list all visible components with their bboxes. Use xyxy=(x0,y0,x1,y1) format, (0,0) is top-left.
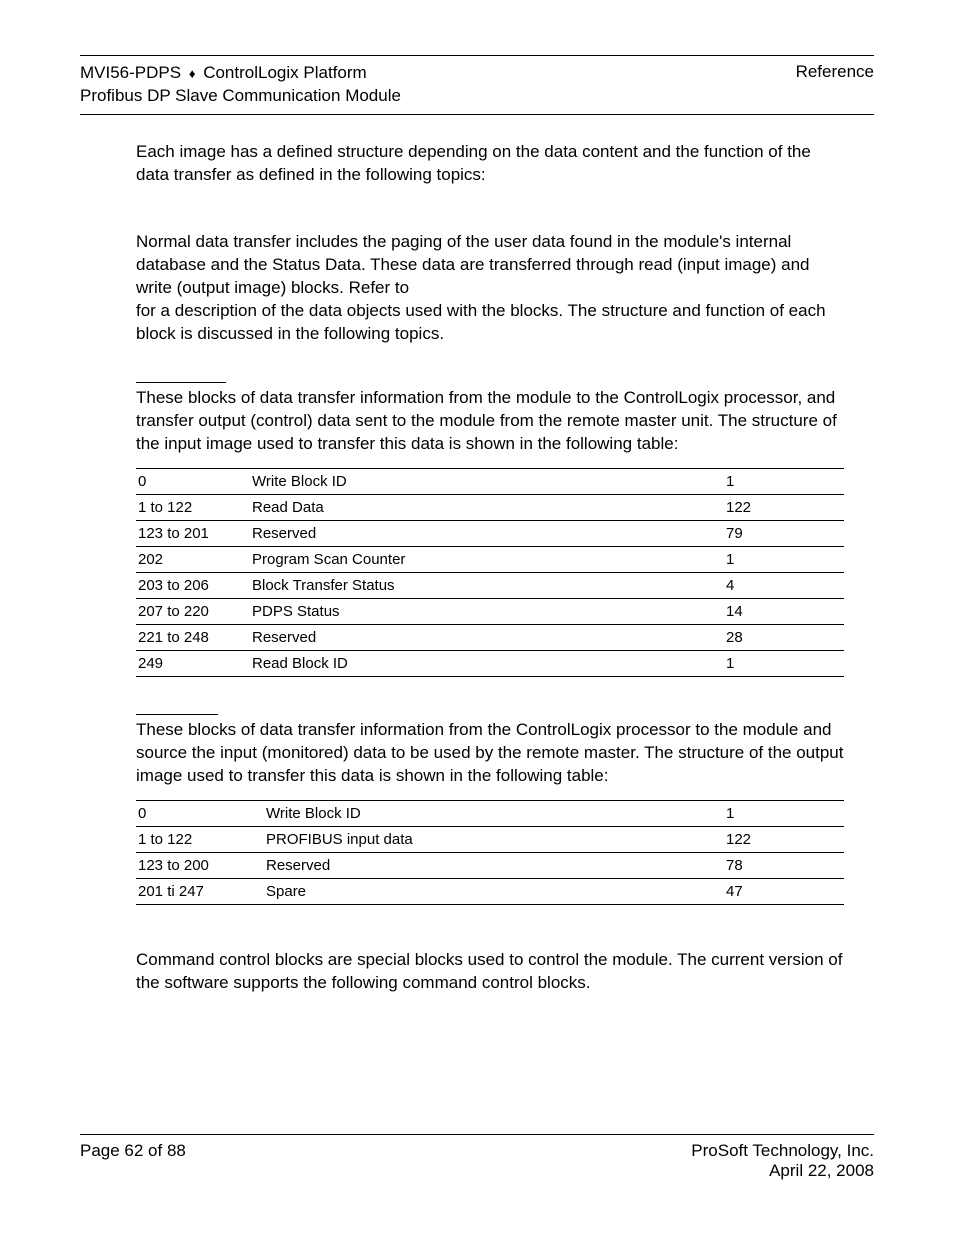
cell-offset: 1 to 122 xyxy=(136,495,250,521)
cell-description: Reserved xyxy=(250,521,724,547)
cell-offset: 249 xyxy=(136,651,250,677)
cell-length: 1 xyxy=(724,801,844,827)
cell-length: 4 xyxy=(724,573,844,599)
page-content: Each image has a defined structure depen… xyxy=(80,141,874,995)
cell-offset: 201 ti 247 xyxy=(136,879,264,905)
read-block-paragraph: These blocks of data transfer informatio… xyxy=(136,387,844,456)
cell-length: 1 xyxy=(724,547,844,573)
cell-description: Block Transfer Status xyxy=(250,573,724,599)
footer-page-number: Page 62 of 88 xyxy=(80,1141,186,1161)
read-block-heading-rule xyxy=(136,365,226,383)
cell-offset: 123 to 200 xyxy=(136,853,264,879)
cell-description: Reserved xyxy=(250,625,724,651)
header-section: Reference xyxy=(796,62,874,82)
cell-description: Write Block ID xyxy=(264,801,724,827)
table-row: 221 to 248Reserved28 xyxy=(136,625,844,651)
read-block-table: 0Write Block ID11 to 122Read Data122123 … xyxy=(136,468,844,677)
cell-description: Write Block ID xyxy=(250,469,724,495)
intro-paragraph: Each image has a defined structure depen… xyxy=(136,141,844,187)
header-product: MVI56-PDPS xyxy=(80,63,181,82)
footer-company: ProSoft Technology, Inc. April 22, 2008 xyxy=(691,1141,874,1181)
cell-offset: 0 xyxy=(136,469,250,495)
cell-offset: 123 to 201 xyxy=(136,521,250,547)
table-row: 123 to 201Reserved79 xyxy=(136,521,844,547)
header-left: MVI56-PDPS ♦ ControlLogix Platform Profi… xyxy=(80,62,401,108)
header-platform: ControlLogix Platform xyxy=(203,63,366,82)
cell-length: 14 xyxy=(724,599,844,625)
cell-length: 78 xyxy=(724,853,844,879)
table-row: 0Write Block ID1 xyxy=(136,469,844,495)
write-block-heading-rule xyxy=(136,697,218,715)
cell-length: 1 xyxy=(724,651,844,677)
cell-description: Read Block ID xyxy=(250,651,724,677)
table-row: 123 to 200Reserved78 xyxy=(136,853,844,879)
cell-description: Read Data xyxy=(250,495,724,521)
write-block-paragraph: These blocks of data transfer informatio… xyxy=(136,719,844,788)
cell-length: 79 xyxy=(724,521,844,547)
write-block-table: 0Write Block ID11 to 122PROFIBUS input d… xyxy=(136,800,844,905)
table-row: 1 to 122PROFIBUS input data122 xyxy=(136,827,844,853)
cell-offset: 202 xyxy=(136,547,250,573)
header-subtitle: Profibus DP Slave Communication Module xyxy=(80,86,401,105)
cell-description: Program Scan Counter xyxy=(250,547,724,573)
cell-length: 47 xyxy=(724,879,844,905)
table-row: 203 to 206Block Transfer Status4 xyxy=(136,573,844,599)
diamond-icon: ♦ xyxy=(189,65,196,83)
cell-offset: 203 to 206 xyxy=(136,573,250,599)
cell-length: 1 xyxy=(724,469,844,495)
footer-date: April 22, 2008 xyxy=(769,1161,874,1180)
table-row: 1 to 122Read Data122 xyxy=(136,495,844,521)
table-row: 202Program Scan Counter1 xyxy=(136,547,844,573)
cell-description: Reserved xyxy=(264,853,724,879)
cell-length: 122 xyxy=(724,827,844,853)
table-row: 0Write Block ID1 xyxy=(136,801,844,827)
cell-offset: 207 to 220 xyxy=(136,599,250,625)
page-header: MVI56-PDPS ♦ ControlLogix Platform Profi… xyxy=(80,55,874,115)
cell-description: PDPS Status xyxy=(250,599,724,625)
cell-length: 122 xyxy=(724,495,844,521)
table-row: 207 to 220PDPS Status14 xyxy=(136,599,844,625)
command-control-paragraph: Command control blocks are special block… xyxy=(136,949,844,995)
table-row: 201 ti 247Spare47 xyxy=(136,879,844,905)
cell-description: Spare xyxy=(264,879,724,905)
page-footer: Page 62 of 88 ProSoft Technology, Inc. A… xyxy=(80,1134,874,1187)
footer-company-name: ProSoft Technology, Inc. xyxy=(691,1141,874,1160)
cell-offset: 0 xyxy=(136,801,264,827)
cell-description: PROFIBUS input data xyxy=(264,827,724,853)
cell-offset: 1 to 122 xyxy=(136,827,264,853)
cell-offset: 221 to 248 xyxy=(136,625,250,651)
normal-data-paragraph: Normal data transfer includes the paging… xyxy=(136,231,844,346)
cell-length: 28 xyxy=(724,625,844,651)
table-row: 249Read Block ID1 xyxy=(136,651,844,677)
